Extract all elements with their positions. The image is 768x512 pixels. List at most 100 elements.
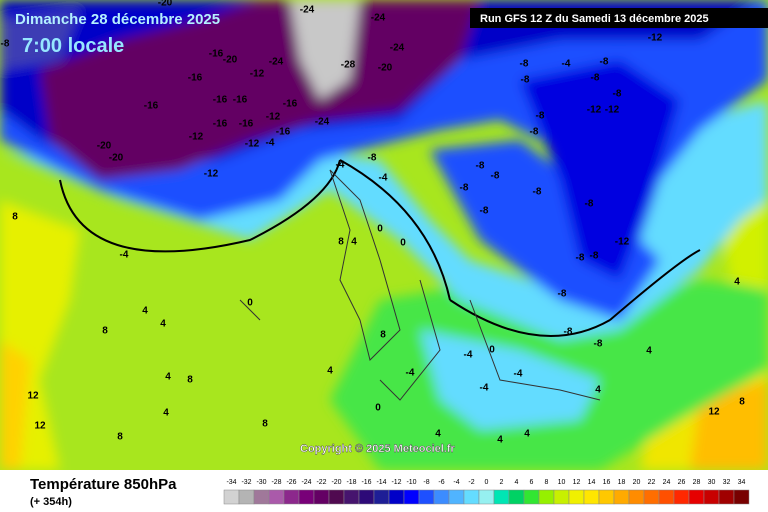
scale-label: 24 — [663, 479, 671, 486]
contour-label: -8 — [368, 153, 377, 164]
scale-swatch — [493, 489, 510, 505]
scale-swatch — [538, 489, 555, 505]
contour-label: -8 — [590, 251, 599, 262]
scale-label: -10 — [406, 479, 416, 486]
scale-swatch — [343, 489, 360, 505]
scale-swatch — [373, 489, 390, 505]
scale-swatch — [283, 489, 300, 505]
contour-label: -4 — [464, 350, 473, 361]
scale-label: -30 — [256, 479, 266, 486]
contour-label: 0 — [400, 238, 406, 249]
contour-label: -8 — [521, 75, 530, 86]
contour-label: -8 — [594, 339, 603, 350]
contour-label: 8 — [102, 326, 108, 337]
contour-label: 8 — [739, 397, 745, 408]
scale-label: -4 — [453, 479, 459, 486]
contour-label: -8 — [1, 39, 10, 50]
contour-label: 4 — [327, 366, 333, 377]
contour-label: 8 — [117, 432, 123, 443]
scale-swatch — [658, 489, 675, 505]
contour-label: -20 — [97, 141, 112, 152]
contour-label: -4 — [120, 250, 129, 261]
contour-label: -4 — [379, 173, 388, 184]
contour-label: -12 — [615, 237, 630, 248]
contour-label: -28 — [341, 60, 356, 71]
contour-label: -16 — [283, 99, 298, 110]
contour-label: 8 — [380, 330, 386, 341]
scale-label: 14 — [588, 479, 596, 486]
scale-swatch — [523, 489, 540, 505]
scale-swatch — [268, 489, 285, 505]
scale-label: -2 — [468, 479, 474, 486]
scale-swatch — [733, 489, 750, 505]
contour-labels: -20-24-24-8-16-20 -24 -28 -20-24-12-16 -12-1… — [1, 0, 746, 446]
contour-label: 4 — [435, 429, 441, 440]
scale-swatch — [418, 489, 435, 505]
contour-label: 4 — [351, 237, 357, 248]
scale-swatch — [688, 489, 705, 505]
contour-label: -16 — [239, 119, 254, 130]
contour-label: -16 — [188, 73, 203, 84]
scale-label: -18 — [346, 479, 356, 486]
contour-label: 8 — [262, 419, 268, 430]
contour-label: 4 — [160, 319, 166, 330]
contour-label: 4 — [734, 277, 740, 288]
legend-title: Température 850hPa — [30, 476, 177, 493]
contour-label: 4 — [163, 408, 169, 419]
scale-label: -32 — [241, 479, 251, 486]
contour-label: -4 — [562, 59, 571, 70]
contour-label: 4 — [165, 372, 171, 383]
contour-label: 12 — [34, 421, 46, 432]
contour-label: -20 — [223, 55, 238, 66]
scale-label: 32 — [723, 479, 731, 486]
contour-label: -4 — [336, 160, 345, 171]
contour-label: 0 — [489, 345, 495, 356]
scale-swatch — [433, 489, 450, 505]
scale-label: -26 — [286, 479, 296, 486]
scale-swatch — [448, 489, 465, 505]
contour-label: -12 — [189, 132, 204, 143]
scale-swatch — [313, 489, 330, 505]
scale-label: 6 — [530, 479, 534, 486]
contour-label: 8 — [12, 212, 18, 223]
scale-swatch — [253, 489, 270, 505]
contour-label: -16 — [276, 127, 291, 138]
contour-label: -12 — [587, 105, 602, 116]
contour-label: 4 — [646, 346, 652, 357]
scale-swatch — [583, 489, 600, 505]
scale-swatch — [223, 489, 240, 505]
scale-swatch — [718, 489, 735, 505]
contour-label: -8 — [600, 57, 609, 68]
scale-label: 20 — [633, 479, 641, 486]
contour-label: -8 — [613, 89, 622, 100]
contour-label: -4 — [266, 138, 275, 149]
scale-swatch — [238, 489, 255, 505]
scale-label: 34 — [738, 479, 746, 486]
contour-label: -12 — [266, 112, 281, 123]
scale-swatch — [463, 489, 480, 505]
contour-label: -8 — [576, 253, 585, 264]
contour-label: -8 — [533, 187, 542, 198]
scale-swatch — [328, 489, 345, 505]
scale-label: -16 — [361, 479, 371, 486]
contour-label: -8 — [460, 183, 469, 194]
contour-label: -16 — [209, 49, 224, 60]
run-info: Run GFS 12 Z du Samedi 13 décembre 2025 — [480, 13, 709, 25]
scale-swatch — [598, 489, 615, 505]
contour-label: -24 — [390, 43, 405, 54]
contour-label: 4 — [497, 435, 503, 446]
contour-label: -8 — [480, 206, 489, 217]
scale-swatch — [613, 489, 630, 505]
contour-label: -8 — [558, 289, 567, 300]
contour-label: 4 — [524, 429, 530, 440]
contour-label: 0 — [377, 224, 383, 235]
contour-label: -8 — [530, 127, 539, 138]
contour-label: -8 — [520, 59, 529, 70]
map: -20-24-24-8-16-20 -24 -28 -20-24-12-16 -12-1… — [0, 0, 768, 470]
scale-label: 16 — [603, 479, 611, 486]
contour-label: -8 — [476, 161, 485, 172]
contour-label: -16 — [213, 95, 228, 106]
contour-label: -8 — [564, 327, 573, 338]
contour-label: 4 — [595, 385, 601, 396]
